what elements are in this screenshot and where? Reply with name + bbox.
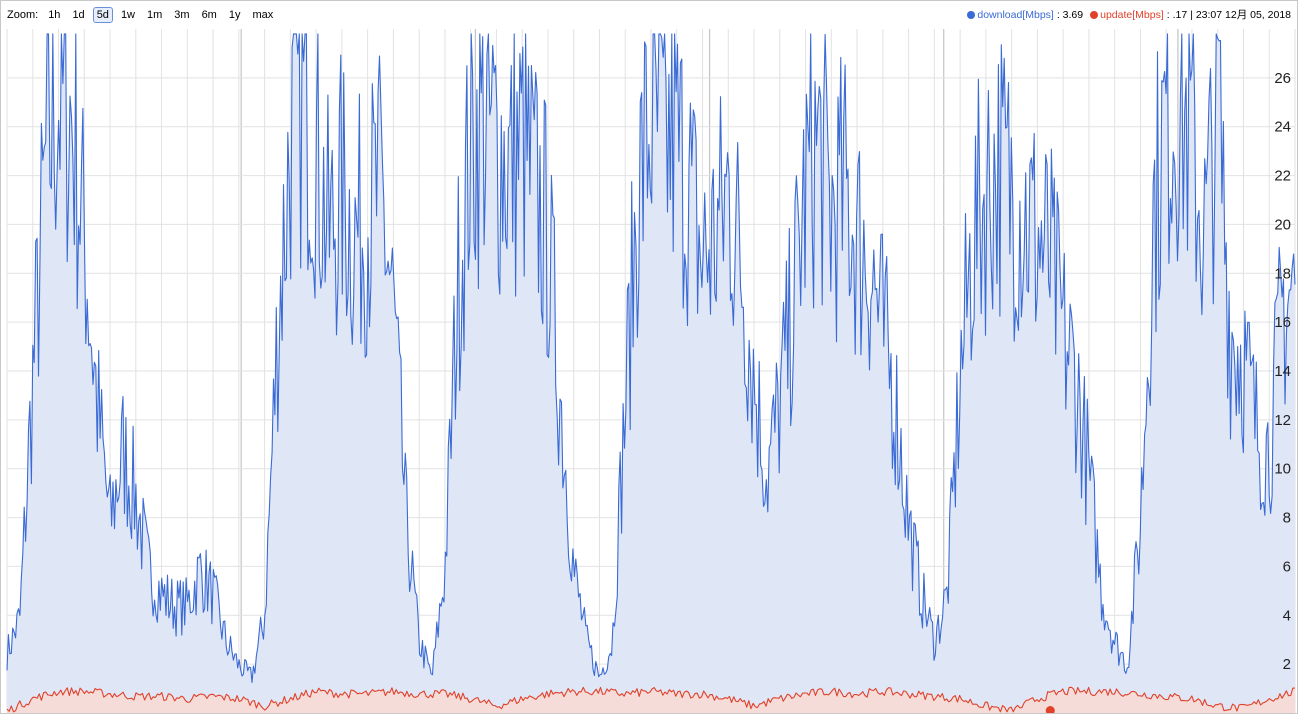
download-series-area [7, 33, 1295, 713]
y-tick-label: 26 [1274, 70, 1291, 87]
y-tick-label: 10 [1274, 461, 1291, 478]
zoom-1w-button[interactable]: 1w [120, 9, 135, 21]
zoom-1d-button[interactable]: 1d [72, 9, 85, 21]
legend-timestamp: | 23:07 12月 05, 2018 [1190, 9, 1291, 21]
series-layer [6, 33, 1296, 713]
download-legend-name: download[Mbps] [977, 8, 1054, 21]
update-legend-name: update[Mbps] [1100, 8, 1164, 21]
update-legend-value: : .17 [1166, 8, 1188, 21]
y-tick-label: 18 [1274, 265, 1291, 282]
zoom-6m-button[interactable]: 6m [201, 9, 217, 21]
y-tick-label: 12 [1274, 412, 1291, 429]
update-legend-dot [1090, 10, 1099, 19]
zoom-label: Zoom: [7, 9, 39, 21]
y-tick-label: 22 [1274, 168, 1291, 185]
download-series-line [6, 33, 1296, 683]
zoom-5d-button[interactable]: 5d [92, 7, 113, 23]
update-marker [1045, 706, 1055, 713]
zoom-3m-button[interactable]: 3m [174, 9, 190, 21]
update-series-area [7, 687, 1295, 713]
y-tick-label: 20 [1274, 216, 1291, 233]
zoom-1h-button[interactable]: 1h [48, 9, 61, 21]
y-tick-label: 2 [1283, 656, 1291, 673]
y-tick-label: 14 [1274, 363, 1291, 380]
zoom-max-button[interactable]: max [252, 9, 274, 21]
zoom-1y-button[interactable]: 1y [228, 9, 241, 21]
legend: download[Mbps] : 3.69 update[Mbps] : .17… [967, 7, 1291, 22]
y-tick-label: 6 [1283, 558, 1291, 575]
zoom-bar: Zoom: 1h 1d 5d 1w 1m 3m 6m 1y max [7, 6, 277, 24]
zoom-1m-button[interactable]: 1m [147, 9, 163, 21]
download-legend-value: : 3.69 [1056, 8, 1084, 21]
y-tick-label: 16 [1274, 314, 1291, 331]
update-series-line [6, 686, 1296, 713]
y-tick-label: 24 [1274, 119, 1291, 136]
y-tick-label: 4 [1283, 607, 1291, 624]
y-tick-label: 8 [1283, 510, 1291, 527]
download-legend-dot [967, 10, 976, 19]
